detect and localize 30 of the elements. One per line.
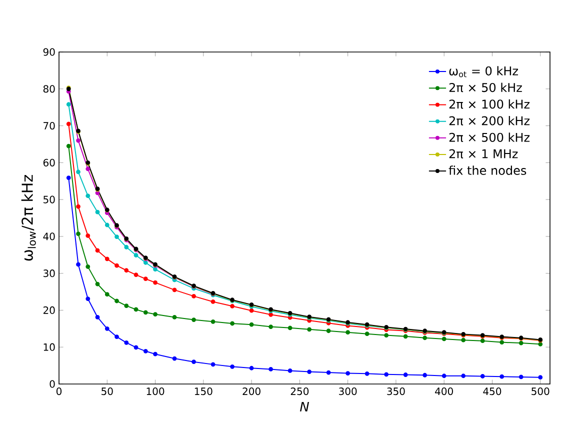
legend-label: 2π × 50 kHz (449, 82, 522, 92)
legend-label: 2π × 100 kHz (449, 99, 530, 109)
y-tick-label: 30 (44, 270, 55, 278)
x-axis-title: N (300, 402, 310, 412)
x-tick-label: 350 (387, 388, 405, 396)
y-tick-label: 40 (43, 232, 55, 240)
x-tick-label: 200 (242, 388, 260, 396)
legend-label: 2π × 1 MHz (449, 149, 518, 158)
y-tick-label: 90 (43, 48, 55, 56)
x-tick-label: 150 (194, 388, 212, 396)
y-tick-label: 70 (44, 122, 55, 130)
x-tick-label: 400 (435, 388, 453, 396)
legend-label: 2π × 500 kHz (449, 132, 530, 142)
legend-label: fix the nodes (448, 166, 526, 175)
y-tick-label: 0 (50, 380, 55, 388)
y-tick-label: 60 (43, 158, 55, 166)
x-tick-label: 500 (532, 388, 550, 396)
y-axis-title: ω$_{low}$/2π kHz (21, 175, 36, 261)
y-tick-label: 80 (43, 85, 55, 93)
x-tick-label: 0 (56, 388, 62, 396)
legend-label: 2π × 200 kHz (449, 116, 530, 126)
y-tick-label: 20 (43, 306, 55, 314)
x-tick-label: 250 (290, 388, 309, 396)
x-tick-label: 450 (483, 388, 502, 396)
legend-label: ω$_{ot}$ = 0 kHz (449, 66, 518, 78)
x-tick-label: 300 (339, 388, 357, 396)
y-tick-label: 50 (44, 196, 55, 204)
y-tick-label: 10 (44, 343, 55, 351)
x-tick-label: 100 (146, 388, 164, 396)
x-tick-label: 50 (102, 388, 113, 396)
